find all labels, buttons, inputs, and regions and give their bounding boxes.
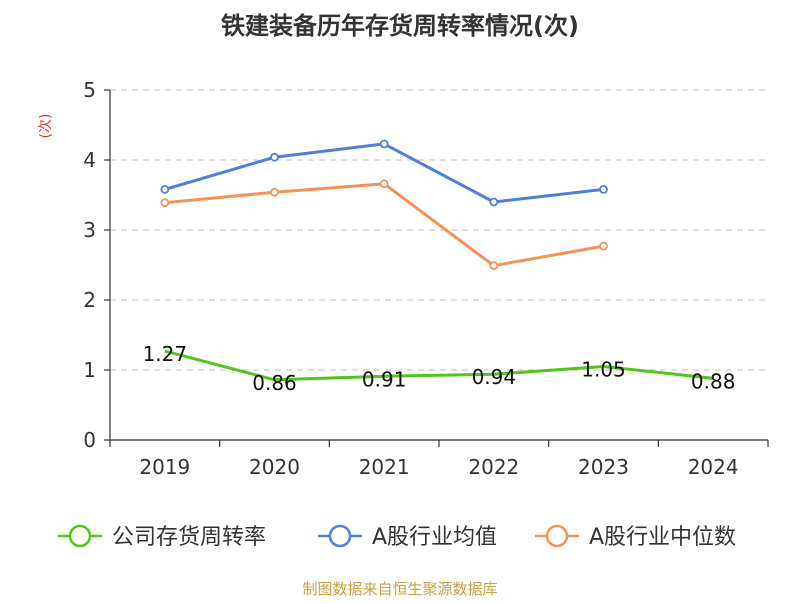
series-1-point-2021 [379,139,389,149]
series-layer [160,139,714,382]
y-tick-label-2: 2 [83,288,96,312]
x-tick-label-2019: 2019 [139,455,190,479]
series-1-point-2020 [270,152,279,162]
legend-marker-0 [68,524,92,548]
series-2-point-2023 [599,241,608,251]
data-labels: 1.27 0.86 0.91 0.94 1.05 0.88 [143,342,736,395]
data-label-2024: 0.88 [691,369,736,393]
series-1-point-2022 [489,197,499,207]
legend-item-1[interactable]: A股行业均值 [318,524,497,550]
series-2-point-2020 [270,187,279,197]
series-line-0 [164,349,714,382]
x-tick-label-2021: 2021 [359,455,410,479]
source-note: 制图数据来自恒生聚源数据库 [302,580,497,598]
series-1-point-2019 [160,184,170,194]
series-2-point-2021 [379,179,389,189]
y-tick-label-0: 0 [83,428,96,452]
data-label-2022: 0.94 [472,365,517,389]
chart-title: 铁建装备历年存货周转率情况(次) [221,12,579,40]
legend-item-2[interactable]: A股行业中位数 [535,524,736,550]
grid-lines [110,89,768,371]
y-tick-label-5: 5 [83,78,96,102]
legend-label-1: A股行业均值 [372,525,497,550]
y-axis-label: (次) [38,114,54,139]
data-label-2021: 0.91 [362,367,407,391]
axes: 0 1 2 3 4 5 2019 2020 2021 2022 2023 2024 [83,78,769,479]
x-tick-label-2024: 2024 [688,455,739,479]
y-tick-label-3: 3 [83,218,96,242]
data-label-2020: 0.86 [252,371,297,395]
legend-marker-2 [545,524,569,548]
legend-label-0: 公司存货周转率 [112,525,266,550]
data-label-2023: 1.05 [581,358,626,382]
legend-label-2: A股行业中位数 [589,525,736,550]
legend-item-0[interactable]: 公司存货周转率 [58,524,266,550]
y-tick-label-4: 4 [83,148,96,172]
series-line-1 [164,142,604,204]
series-2-point-2019 [160,198,170,208]
legend-marker-1 [328,524,352,548]
x-tick-label-2020: 2020 [249,455,300,479]
series-2-point-2022 [489,261,499,271]
series-1-point-2023 [599,184,608,194]
data-label-2019: 1.27 [143,342,188,366]
x-tick-label-2023: 2023 [578,455,629,479]
legend[interactable]: 公司存货周转率 A股行业均值 A股行业中位数 [58,524,736,550]
y-tick-label-1: 1 [83,358,96,382]
x-tick-label-2022: 2022 [468,455,519,479]
